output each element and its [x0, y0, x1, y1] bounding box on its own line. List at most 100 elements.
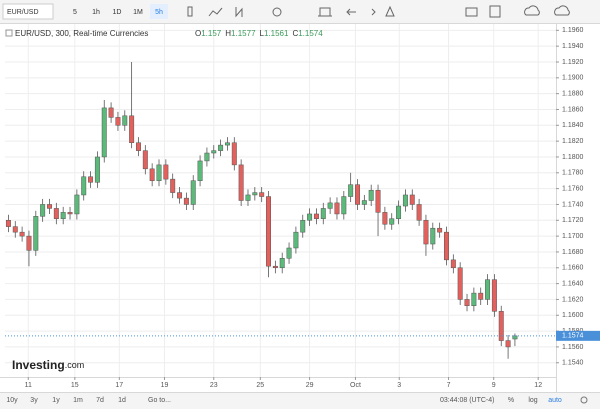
interval[interactable]: 1h — [92, 9, 100, 16]
candle-body — [211, 150, 217, 154]
candle-body — [231, 142, 237, 166]
symbol-box[interactable] — [2, 3, 54, 20]
toolbar-icons — [187, 5, 570, 18]
candle-body — [163, 164, 169, 180]
candle-body — [33, 216, 39, 251]
interval[interactable]: 5h — [155, 9, 163, 16]
scale-option[interactable]: auto — [548, 397, 562, 404]
range-button[interactable]: 10y — [6, 397, 18, 404]
ohlc-value: 1.1577 — [231, 29, 256, 38]
current-price: 1.1574 — [562, 333, 584, 340]
candle-body — [142, 150, 148, 170]
compare-icon[interactable] — [235, 7, 243, 18]
candle-body — [115, 117, 121, 126]
candle-body — [60, 212, 66, 219]
y-tick-label: 1.1960 — [562, 27, 584, 34]
candle-body — [129, 115, 135, 143]
candle-body — [252, 192, 258, 196]
candle-body — [423, 220, 429, 245]
range-button[interactable]: 1m — [73, 397, 83, 404]
candle-body — [197, 160, 203, 181]
candle-body — [170, 178, 176, 193]
scale-option[interactable]: % — [508, 397, 514, 404]
range-button[interactable]: 1d — [118, 397, 126, 404]
range-button[interactable]: 7d — [96, 397, 104, 404]
candle-body — [218, 144, 224, 151]
candle-body — [135, 142, 141, 151]
color-icon[interactable] — [489, 5, 501, 18]
candle-body — [88, 176, 94, 183]
alert-icon[interactable] — [385, 5, 395, 17]
interval[interactable]: 1D — [113, 9, 122, 16]
candle-body — [300, 220, 306, 233]
scale-option[interactable]: log — [528, 397, 537, 404]
candle-icon[interactable] — [187, 6, 193, 17]
ohlc-value: 1.1561 — [264, 29, 289, 38]
candle-body — [464, 299, 470, 307]
candle-body — [5, 220, 11, 227]
candle-body — [190, 180, 196, 205]
candle-body — [259, 192, 265, 197]
candle-body — [266, 196, 271, 267]
indicator-icon[interactable] — [208, 7, 223, 17]
interval[interactable]: 5 — [73, 9, 77, 16]
redo-icon[interactable] — [371, 8, 376, 16]
x-tick-label: 11 — [25, 382, 32, 389]
range-button[interactable]: 3y — [30, 397, 38, 404]
y-tick-label: 1.1740 — [562, 201, 584, 208]
candle-body — [307, 213, 313, 221]
x-tick-label: 19 — [161, 382, 169, 389]
candle-body — [382, 212, 388, 225]
candle-body — [478, 292, 484, 300]
y-tick-label: 1.1880 — [562, 90, 584, 97]
interval[interactable]: 1M — [133, 9, 143, 16]
y-tick-label: 1.1900 — [562, 75, 584, 82]
candle-body — [293, 231, 299, 249]
undo-arrow — [346, 8, 351, 16]
candle-body — [341, 196, 347, 215]
candle-body — [457, 267, 463, 300]
settings-icon[interactable] — [272, 7, 282, 17]
camera-icon[interactable] — [465, 7, 478, 17]
ohlc-legend: O1.157 H1.1577 L1.1561 C1.1574 — [195, 29, 323, 38]
y-tick-label: 1.1720 — [562, 217, 584, 224]
ohlc-label: H — [225, 29, 231, 38]
goto[interactable]: Go to... — [148, 397, 171, 404]
candle-body — [19, 231, 25, 237]
ohlc-label: L — [260, 29, 265, 38]
candle-body — [183, 197, 189, 205]
y-tick-label: 1.1640 — [562, 280, 584, 287]
candle-body — [471, 292, 477, 307]
candle-body — [156, 164, 162, 181]
candle-body — [245, 194, 251, 201]
candle-body — [375, 189, 381, 213]
x-tick-label: Oct — [350, 382, 361, 389]
candle-body — [81, 176, 87, 196]
y-tick-label: 1.1700 — [562, 233, 584, 240]
save-icon[interactable] — [554, 5, 570, 16]
range-button[interactable]: 1y — [52, 397, 60, 404]
candle-body — [485, 279, 491, 300]
y-tick-label: 1.1540 — [562, 360, 584, 367]
settings-gear[interactable] — [580, 396, 588, 404]
x-tick-label: 7 — [447, 382, 451, 389]
load-icon[interactable] — [524, 5, 540, 16]
ohlc-value: 1.1574 — [298, 29, 323, 38]
candle-body — [361, 200, 367, 205]
candle-body — [498, 311, 504, 341]
collapse-box[interactable] — [5, 29, 13, 37]
y-tick-label: 1.1820 — [562, 138, 584, 145]
ohlc-label: O — [195, 29, 201, 38]
y-tick-label: 1.1660 — [562, 265, 584, 272]
candle-body — [334, 202, 340, 215]
candle-body — [149, 168, 155, 181]
scale-icon[interactable] — [318, 7, 332, 17]
candle-body — [491, 279, 497, 312]
candle-body — [505, 340, 511, 348]
candle-body — [122, 115, 128, 126]
overlay: EUR/USD, 300, Real-time Currencies O1.15… — [5, 27, 600, 404]
symbol: EUR/USD — [7, 9, 39, 16]
active-interval-bg[interactable] — [150, 4, 168, 19]
ohlc-value: 1.157 — [201, 29, 222, 38]
